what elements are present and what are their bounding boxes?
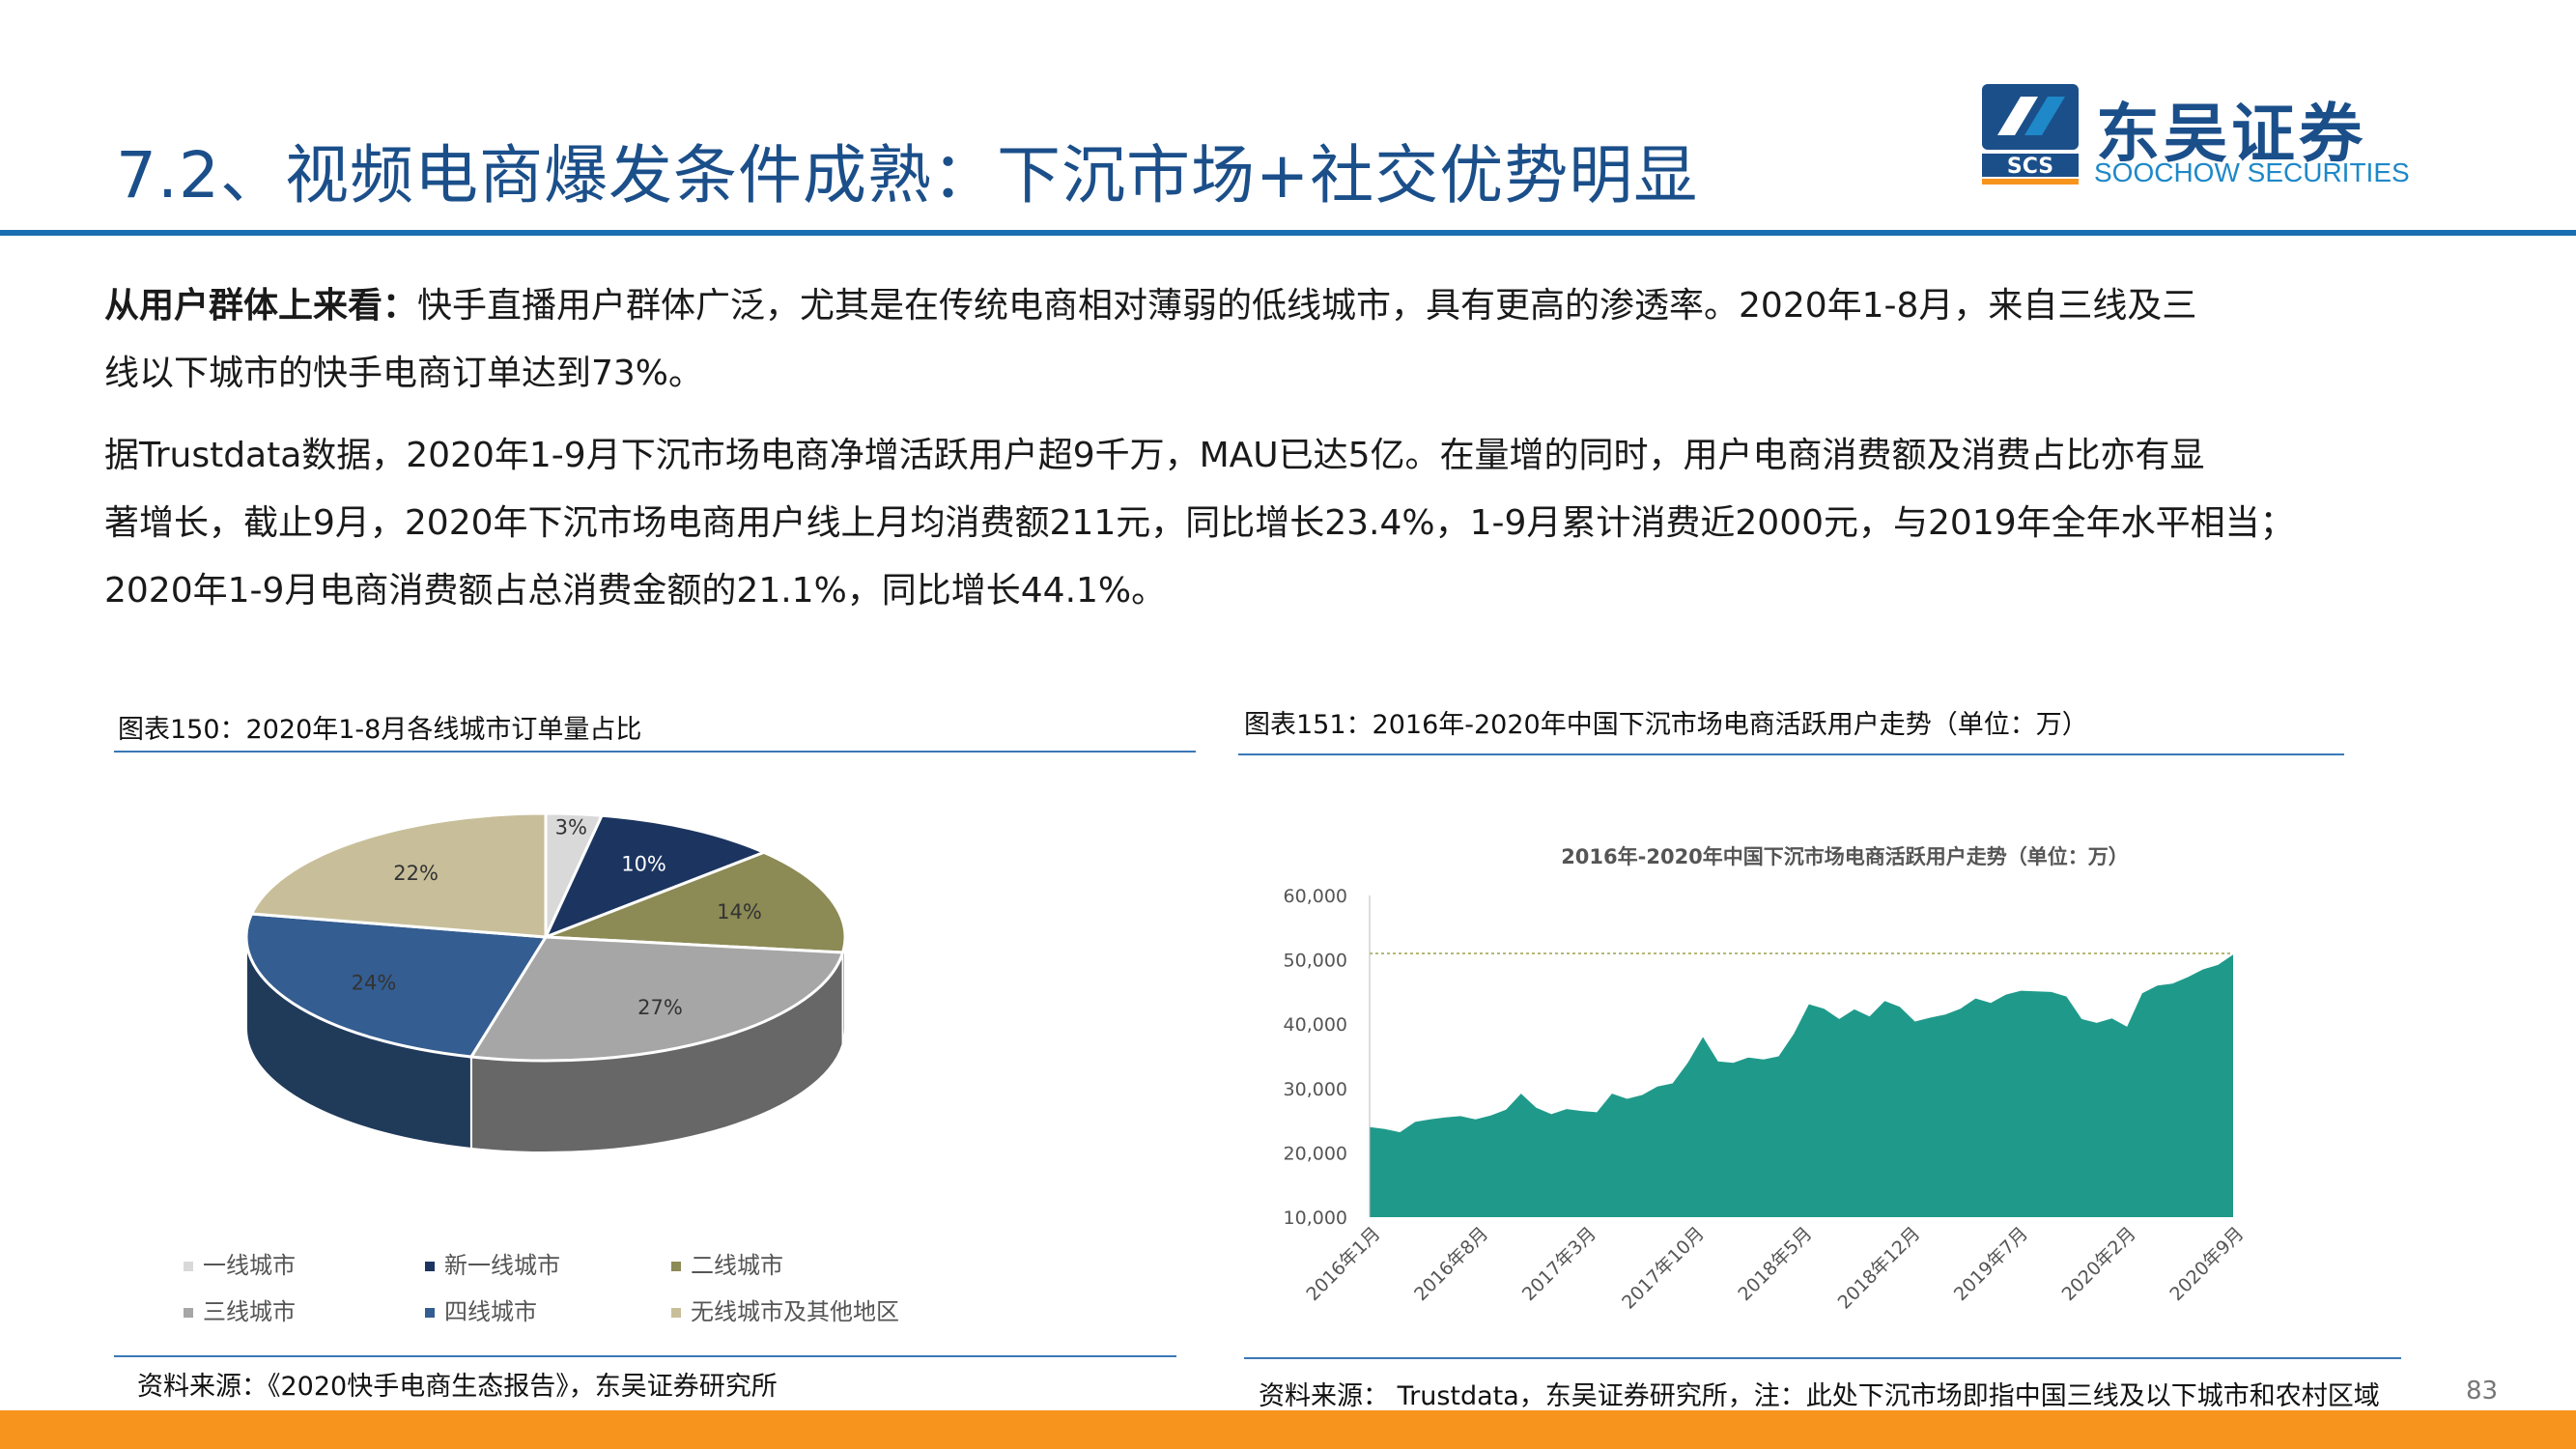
x-tick-label-5: 2018年12月 (1834, 1223, 1925, 1314)
paragraph-1: 从用户群体上来看：快手直播用户群体广泛，尤其是在传统电商相对薄弱的低线城市，具有… (104, 272, 2364, 408)
y-tick-label-1: 20,000 (1284, 1143, 1347, 1164)
pie-chart: 3% 10% 14% 27% 24% 22% (244, 811, 847, 1153)
pie-data-label-5: 22% (393, 862, 439, 885)
x-tick-label-3: 2017年10月 (1618, 1223, 1709, 1314)
logo-chinese-name: 东吴证券 (2096, 97, 2366, 171)
pie-data-label-3: 27% (637, 996, 683, 1019)
legend-label-1: 新一线城市 (444, 1252, 560, 1279)
left-figure-caption: 图表150：2020年1-8月各线城市订单量占比 (118, 715, 642, 745)
x-tick-label-0: 2016年1月 (1302, 1223, 1384, 1305)
area-series (1369, 895, 2233, 1217)
right-source-rule (1244, 1357, 2401, 1359)
legend-label-5: 无线城市及其他地区 (691, 1298, 899, 1325)
legend-item-2: 二线城市 (671, 1246, 783, 1280)
legend-item-1: 新一线城市 (425, 1246, 560, 1280)
paragraph-1-line-1: 从用户群体上来看：快手直播用户群体广泛，尤其是在传统电商相对薄弱的低线城市，具有… (104, 272, 2364, 340)
legend-swatch-2 (671, 1262, 681, 1271)
paragraph-1-line-2: 线以下城市的快手电商订单达到73%。 (104, 354, 704, 393)
paragraph-2-line-2: 著增长，截止9月，2020年下沉市场电商用户线上月均消费额211元，同比增长23… (104, 503, 2295, 543)
y-tick-label-2: 30,000 (1284, 1079, 1347, 1100)
pie-data-label-4: 24% (352, 972, 397, 995)
pie-data-label-1: 10% (621, 853, 666, 876)
area-x-ticks: 2016年1月 2016年8月 2017年3月 2017年10月 2018年5月 2018… (1302, 1223, 2248, 1314)
paragraph-1-lead: 从用户群体上来看： (104, 286, 418, 326)
legend-label-2: 二线城市 (691, 1252, 783, 1279)
legend-swatch-0 (184, 1262, 193, 1271)
area-series-fill (1370, 954, 2233, 1217)
paragraph-2: 据Trustdata数据，2020年1-9月下沉市场电商净增活跃用户超9千万，M… (104, 422, 2364, 625)
header-divider (0, 230, 2576, 236)
pie-slice-2 (545, 850, 847, 954)
paragraph-2-line-3: 2020年1-9月电商消费额占总消费金额的21.1%，同比增长44.1%。 (104, 571, 1167, 611)
y-tick-label-5: 60,000 (1284, 886, 1347, 907)
page-number: 83 (2466, 1377, 2499, 1406)
pie-slice-3 (468, 935, 845, 1063)
pie-slice-1 (543, 813, 768, 940)
left-source-rule (114, 1355, 1176, 1357)
legend-item-5: 无线城市及其他地区 (671, 1293, 899, 1326)
legend-label-3: 三线城市 (203, 1298, 296, 1325)
area-chart: 2016年-2020年中国下沉市场电商活跃用户走势（单位：万） 10,00020… (1284, 845, 2249, 1314)
pie-slices (244, 811, 847, 1063)
x-tick-label-7: 2020年2月 (2058, 1223, 2140, 1305)
right-figure-source: 资料来源： Trustdata，东吴证券研究所，注：此处下沉市场即指中国三线及以… (1259, 1381, 2380, 1411)
scs-logo-icon: SCS (1982, 84, 2079, 185)
legend-swatch-4 (425, 1308, 435, 1318)
y-tick-label-3: 40,000 (1284, 1014, 1347, 1036)
x-tick-label-8: 2020年9月 (2166, 1223, 2248, 1305)
pie-data-label-0: 3% (555, 815, 587, 838)
y-tick-label-0: 10,000 (1284, 1208, 1347, 1229)
pie-data-label-2: 14% (717, 900, 762, 923)
right-figure-caption: 图表151：2016年-2020年中国下沉市场电商活跃用户走势（单位：万） (1244, 710, 2088, 740)
pie-data-labels: 3% 10% 14% 27% 24% 22% (352, 815, 762, 1019)
page-title: 7.2、视频电商爆发条件成熟：下沉市场+社交优势明显 (116, 138, 1699, 213)
legend-swatch-1 (425, 1262, 435, 1271)
logo-mark-text: SCS (2007, 155, 2053, 179)
pie-slice-5 (249, 811, 548, 939)
x-tick-label-6: 2019年7月 (1950, 1223, 2032, 1305)
footer-bar (0, 1410, 2576, 1449)
right-caption-rule (1238, 753, 2344, 755)
left-caption-rule (114, 751, 1196, 753)
left-figure-source: 资料来源：《2020快手电商生态报告》，东吴证券研究所 (137, 1372, 778, 1402)
legend-item-4: 四线城市 (425, 1293, 537, 1326)
legend-swatch-5 (671, 1308, 681, 1318)
logo-english-name: SOOCHOW SECURITIES (2094, 157, 2410, 187)
legend-item-0: 一线城市 (184, 1246, 296, 1280)
legend-item-3: 三线城市 (184, 1293, 296, 1326)
area-y-ticks: 10,000 20,000 30,000 40,000 50,000 60,000 (1284, 886, 1347, 1229)
company-logo: SCS 东吴证券 SOOCHOW SECURITIES (1980, 82, 2424, 188)
x-tick-label-2: 2017年3月 (1518, 1223, 1600, 1305)
area-chart-title: 2016年-2020年中国下沉市场电商活跃用户走势（单位：万） (1561, 845, 2129, 868)
legend-swatch-3 (184, 1308, 193, 1318)
y-tick-label-4: 50,000 (1284, 951, 1347, 972)
x-tick-label-1: 2016年8月 (1410, 1223, 1492, 1305)
paragraph-2-line-1: 据Trustdata数据，2020年1-9月下沉市场电商净增活跃用户超9千万，M… (104, 436, 2205, 475)
pie-slice-4 (244, 912, 549, 1059)
paragraph-1-text: 快手直播用户群体广泛，尤其是在传统电商相对薄弱的低线城市，具有更高的渗透率。20… (417, 286, 2197, 326)
x-tick-label-4: 2018年5月 (1734, 1223, 1816, 1305)
legend-label-4: 四线城市 (444, 1298, 537, 1325)
legend-label-0: 一线城市 (203, 1252, 296, 1279)
